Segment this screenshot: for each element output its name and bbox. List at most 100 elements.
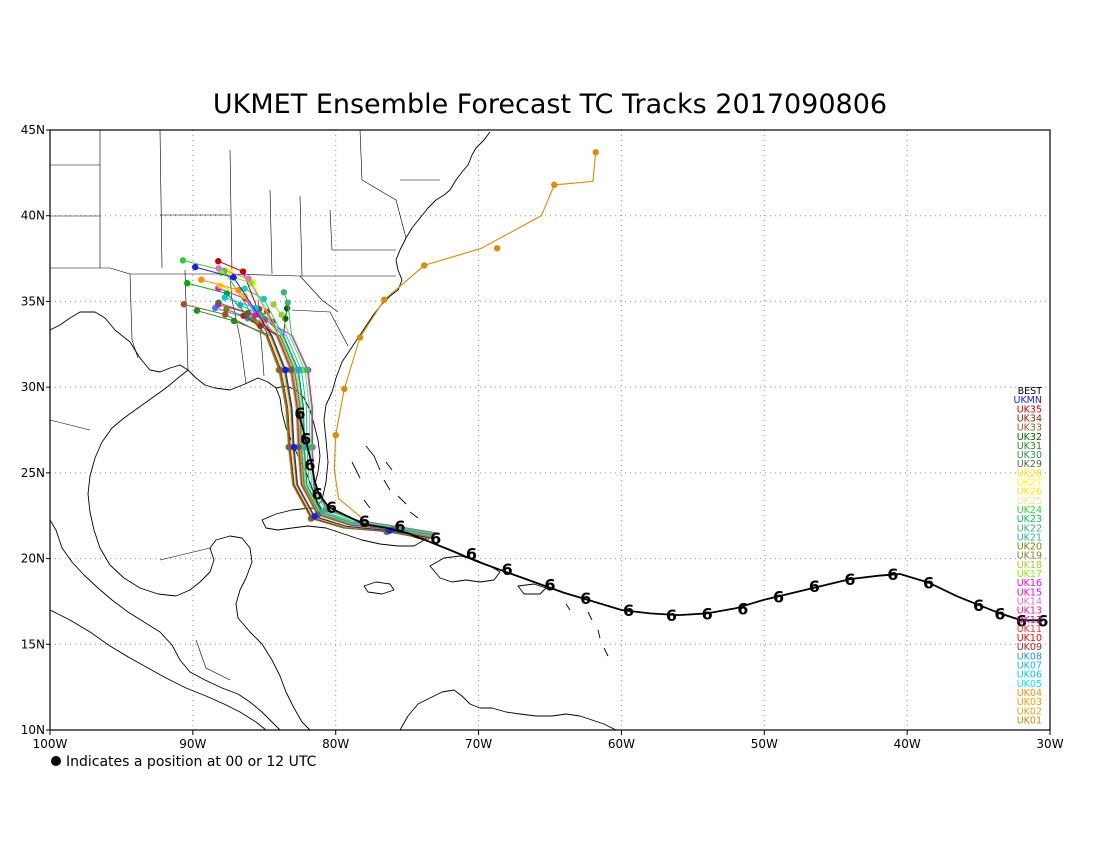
legend-entry: UK15 xyxy=(1017,587,1042,598)
latitude-ticks: 10N 15N 20N 25N 30N 35N 40N 45N xyxy=(21,123,50,737)
lat-tick-label: 15N xyxy=(21,637,45,651)
hurricane-symbol-icon: 6 xyxy=(844,570,855,589)
plot-frame xyxy=(49,129,1051,731)
hurricane-symbol-icon: 6 xyxy=(923,574,934,593)
legend-entry: UK29 xyxy=(1017,459,1042,470)
ensemble-tracks: 6 6 6 6 6 6 6 6 6 6 6 6 6 6 6 6 6 6 6 6 6 6 6 6 6 xyxy=(179,149,1048,630)
coastline-lesser-antilles xyxy=(565,603,609,657)
legend-entry: UK11 xyxy=(1017,624,1042,635)
ensemble-track-line xyxy=(221,272,434,537)
legend-entry: UK02 xyxy=(1017,706,1042,717)
hurricane-symbol-icon: 6 xyxy=(809,577,820,596)
legend-entry: UK22 xyxy=(1017,523,1042,534)
coastline-central-america xyxy=(50,609,267,730)
ensemble-track-dot xyxy=(290,443,298,451)
hurricane-symbol-icon: 6 xyxy=(580,589,591,608)
ensemble-track-dot xyxy=(222,311,229,318)
hurricane-symbol-icon: 6 xyxy=(300,430,311,449)
legend-entry: UK33 xyxy=(1017,423,1042,434)
hurricane-symbol-icon: 6 xyxy=(773,587,784,606)
lat-tick-label: 30N xyxy=(21,380,45,394)
legend-entry: UK07 xyxy=(1017,661,1042,672)
legend-entry: UK23 xyxy=(1017,514,1042,525)
ensemble-track-dot xyxy=(283,305,291,312)
legend-entry: UK27 xyxy=(1017,478,1042,489)
legend-entry: UK04 xyxy=(1017,688,1042,699)
lat-tick-label: 35N xyxy=(21,294,45,308)
lat-tick-label: 10N xyxy=(21,723,45,737)
ensemble-track-dot xyxy=(221,294,229,301)
outlier-track-dot xyxy=(381,296,388,303)
ensemble-track-dot xyxy=(215,258,222,265)
lon-tick-label: 60W xyxy=(608,737,635,751)
best-track-line xyxy=(297,412,1043,622)
legend-entry: UK10 xyxy=(1017,633,1042,644)
legend-entry: UK09 xyxy=(1017,642,1042,653)
legend-entry: UK21 xyxy=(1017,532,1042,543)
hurricane-symbol-icon: 6 xyxy=(887,565,898,584)
coastline-south-america xyxy=(399,689,617,730)
hurricane-symbol-icon: 6 xyxy=(702,604,713,623)
legend-entry: UK19 xyxy=(1017,551,1042,562)
lat-tick-label: 20N xyxy=(21,552,45,566)
ensemble-track-dot xyxy=(294,366,301,374)
ensemble-track-dot xyxy=(245,275,252,282)
longitude-ticks: 100W 90W 80W 70W 60W 50W 40W 30W xyxy=(33,730,1064,751)
outlier-track-dot xyxy=(493,245,501,252)
lon-tick-label: 80W xyxy=(322,737,349,751)
outlier-track-dot xyxy=(341,385,348,393)
ensemble-track-dot xyxy=(308,443,315,451)
legend-entry: UK31 xyxy=(1017,441,1042,452)
legend-entry: BEST xyxy=(1018,386,1043,397)
ensemble-track-dot xyxy=(295,443,302,451)
legend-entry: UK26 xyxy=(1017,487,1042,498)
ensemble-track-dot xyxy=(215,265,222,272)
outlier-track-line xyxy=(333,152,597,537)
outlier-track-dot xyxy=(592,149,599,156)
hurricane-symbol-icon: 6 xyxy=(312,484,323,503)
hurricane-symbol-icon: 6 xyxy=(994,604,1005,623)
hurricane-symbol-icon: 6 xyxy=(502,560,513,579)
ensemble-track-dot xyxy=(184,280,191,287)
hurricane-symbol-icon: 6 xyxy=(623,601,634,620)
lon-tick-label: 70W xyxy=(465,737,492,751)
hurricane-symbol-icon: 6 xyxy=(359,512,370,531)
legend-entry: UK16 xyxy=(1017,578,1042,589)
ensemble-track-dot xyxy=(179,257,187,264)
legend-entry: UK14 xyxy=(1017,596,1042,607)
ensemble-track-dot xyxy=(276,366,283,374)
lon-tick-label: 100W xyxy=(33,737,68,751)
footnote-dot-icon xyxy=(51,756,61,766)
legend-entry: UK13 xyxy=(1017,606,1042,617)
ensemble-track-dot xyxy=(230,317,238,325)
coastline-bahamas xyxy=(351,445,419,519)
legend-entry: UK32 xyxy=(1017,432,1042,443)
ensemble-track-dot xyxy=(223,306,230,313)
lat-tick-label: 40N xyxy=(21,209,45,223)
footnote: Indicates a position at 00 or 12 UTC xyxy=(66,754,317,770)
plot-area: 6 6 6 6 6 6 6 6 6 6 6 6 6 6 6 6 6 6 6 6 6 6 6 6 6 xyxy=(50,130,1050,730)
hurricane-symbol-icon: 6 xyxy=(666,606,677,625)
legend-entry: UK03 xyxy=(1017,697,1042,708)
ensemble-track-line xyxy=(218,267,433,537)
ensemble-track-dot xyxy=(241,285,248,292)
legend-entry: UK20 xyxy=(1017,542,1042,553)
ensemble-track-dot xyxy=(192,263,199,271)
coastlines xyxy=(50,130,617,730)
gridlines xyxy=(50,130,1050,730)
legend-entry: UK01 xyxy=(1017,715,1042,726)
outlier-track-dot xyxy=(421,262,428,269)
ensemble-track-dot xyxy=(284,299,291,306)
coastline-jamaica xyxy=(363,581,395,595)
ensemble-track-line xyxy=(187,282,430,540)
map-title: UKMET Ensemble Forecast TC Tracks 201709… xyxy=(213,89,887,120)
legend-entry: UK05 xyxy=(1017,679,1042,690)
ensemble-track-dot xyxy=(260,295,267,303)
ensemble-track-dot xyxy=(270,301,277,308)
ensemble-track-dot xyxy=(280,289,288,296)
legend: BESTUKMNUK35UK34UK33UK32UK31UK30UK29UK28… xyxy=(1014,386,1043,726)
hurricane-symbol-icon: 6 xyxy=(430,529,441,548)
hurricane-symbol-icon: 6 xyxy=(544,575,555,594)
ensemble-track-dot xyxy=(303,366,311,374)
